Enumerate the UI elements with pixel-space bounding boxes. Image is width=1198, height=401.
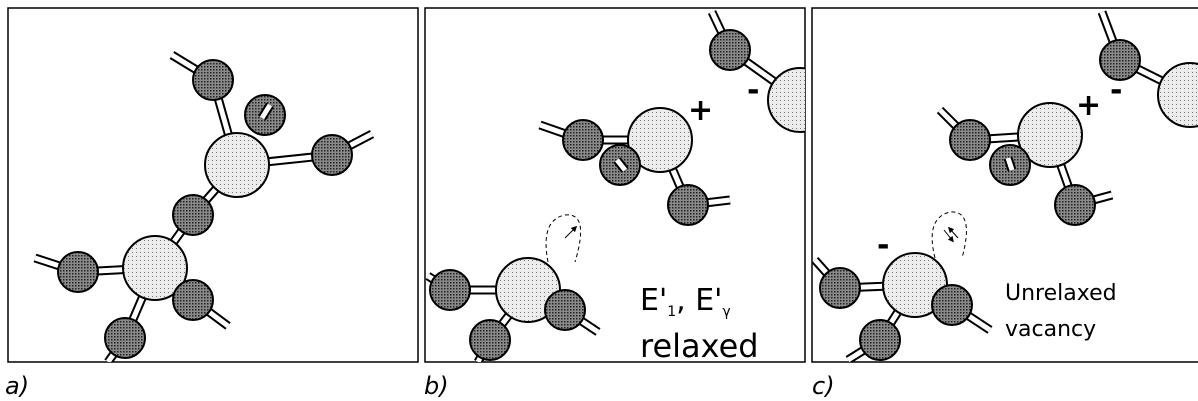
oxygen-atom bbox=[1099, 39, 1141, 81]
panel-frame bbox=[811, 7, 1198, 363]
charge: - bbox=[877, 228, 889, 263]
charge: - bbox=[747, 73, 759, 108]
oxygen-atom bbox=[859, 319, 901, 361]
panel-frame bbox=[424, 7, 806, 363]
caption: Unrelaxed bbox=[1005, 281, 1117, 306]
oxygen-atom bbox=[469, 319, 511, 361]
orbital-lobe bbox=[545, 214, 582, 263]
charge: - bbox=[1110, 73, 1122, 108]
oxygen-atom bbox=[931, 284, 973, 326]
panel-c bbox=[812, 10, 1198, 362]
oxygen-atom bbox=[667, 184, 709, 226]
panel-label: c) bbox=[812, 372, 835, 400]
oxygen-atom bbox=[949, 119, 991, 161]
silicon-atom bbox=[122, 235, 188, 301]
bond bbox=[615, 158, 627, 172]
oxygen-atom bbox=[311, 134, 353, 176]
formula: E'1, E'γ bbox=[640, 283, 731, 320]
silicon-atom bbox=[1017, 102, 1083, 168]
oxygen-atom bbox=[562, 119, 604, 161]
panel-b bbox=[425, 10, 805, 362]
caption: relaxed bbox=[640, 327, 759, 365]
oxygen-atom bbox=[57, 251, 99, 293]
oxygen-atom bbox=[192, 59, 234, 101]
oxygen-atom bbox=[544, 289, 586, 331]
oxygen-atom bbox=[104, 317, 146, 359]
bond bbox=[1005, 157, 1015, 171]
oxygen-atom bbox=[709, 29, 751, 71]
spin-arrow bbox=[948, 226, 959, 239]
spin-arrow bbox=[943, 229, 954, 243]
oxygen-atom bbox=[172, 194, 214, 236]
panel-label: b) bbox=[424, 372, 449, 400]
charge: + bbox=[1076, 88, 1101, 123]
orbital-lobe bbox=[931, 211, 967, 259]
spin-arrow bbox=[564, 225, 578, 239]
panel-a bbox=[33, 51, 375, 362]
caption: vacancy bbox=[1005, 317, 1096, 342]
bond bbox=[259, 103, 273, 120]
charge: + bbox=[688, 93, 713, 128]
silicon-atom bbox=[204, 132, 270, 198]
oxygen-atom bbox=[1054, 184, 1096, 226]
silicon-atom bbox=[767, 67, 805, 133]
oxygen-atom bbox=[429, 269, 471, 311]
panel-label: a) bbox=[5, 372, 29, 400]
oxygen-atom bbox=[172, 279, 214, 321]
panel-frame bbox=[7, 7, 419, 363]
oxygen-atom bbox=[819, 267, 861, 309]
silicon-atom bbox=[1157, 62, 1198, 128]
silicon-atom bbox=[627, 107, 693, 173]
